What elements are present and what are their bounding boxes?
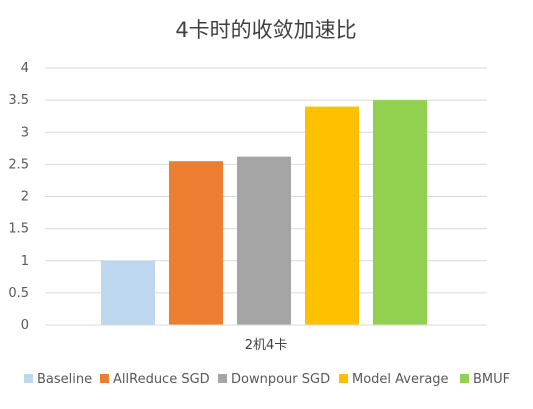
bar-baseline bbox=[101, 260, 155, 325]
y-tick-label: 2.5 bbox=[8, 157, 29, 172]
y-axis-ticks: 0 0.5 1 1.5 2 2.5 3 3.5 4 bbox=[8, 61, 29, 333]
bar-bmuf bbox=[373, 100, 427, 325]
chart-title: 4卡时的收敛加速比 bbox=[175, 18, 356, 42]
legend-swatch bbox=[218, 374, 227, 383]
bar-allreduce-sgd bbox=[169, 161, 223, 325]
legend-item: Downpour SGD bbox=[218, 372, 330, 387]
legend-item: AllReduce SGD bbox=[100, 372, 210, 387]
y-tick-label: 3 bbox=[21, 125, 29, 140]
y-tick-label: 4 bbox=[21, 61, 29, 76]
legend-label: Baseline bbox=[37, 372, 92, 387]
legend-swatch bbox=[460, 374, 469, 383]
bar-downpour-sgd bbox=[237, 156, 291, 325]
y-tick-label: 1 bbox=[21, 254, 29, 269]
y-tick-label: 3.5 bbox=[8, 93, 29, 108]
y-tick-label: 0.5 bbox=[8, 286, 29, 301]
legend-label: Downpour SGD bbox=[231, 372, 330, 387]
y-tick-label: 2 bbox=[21, 190, 29, 205]
legend-swatch bbox=[24, 374, 33, 383]
bars bbox=[101, 100, 427, 325]
bar-model-average bbox=[305, 106, 359, 325]
legend-item: Model Average bbox=[339, 372, 449, 387]
legend-item: BMUF bbox=[460, 372, 510, 387]
legend-item: Baseline bbox=[24, 372, 92, 387]
legend-swatch bbox=[339, 374, 348, 383]
legend: Baseline AllReduce SGD Downpour SGD Model A… bbox=[24, 372, 510, 387]
category-label: 2机4卡 bbox=[245, 338, 288, 353]
legend-label: AllReduce SGD bbox=[113, 372, 210, 387]
legend-label: Model Average bbox=[352, 372, 449, 387]
y-tick-label: 1.5 bbox=[8, 222, 29, 237]
legend-swatch bbox=[100, 374, 109, 383]
y-tick-label: 0 bbox=[21, 318, 29, 333]
legend-label: BMUF bbox=[473, 372, 510, 387]
